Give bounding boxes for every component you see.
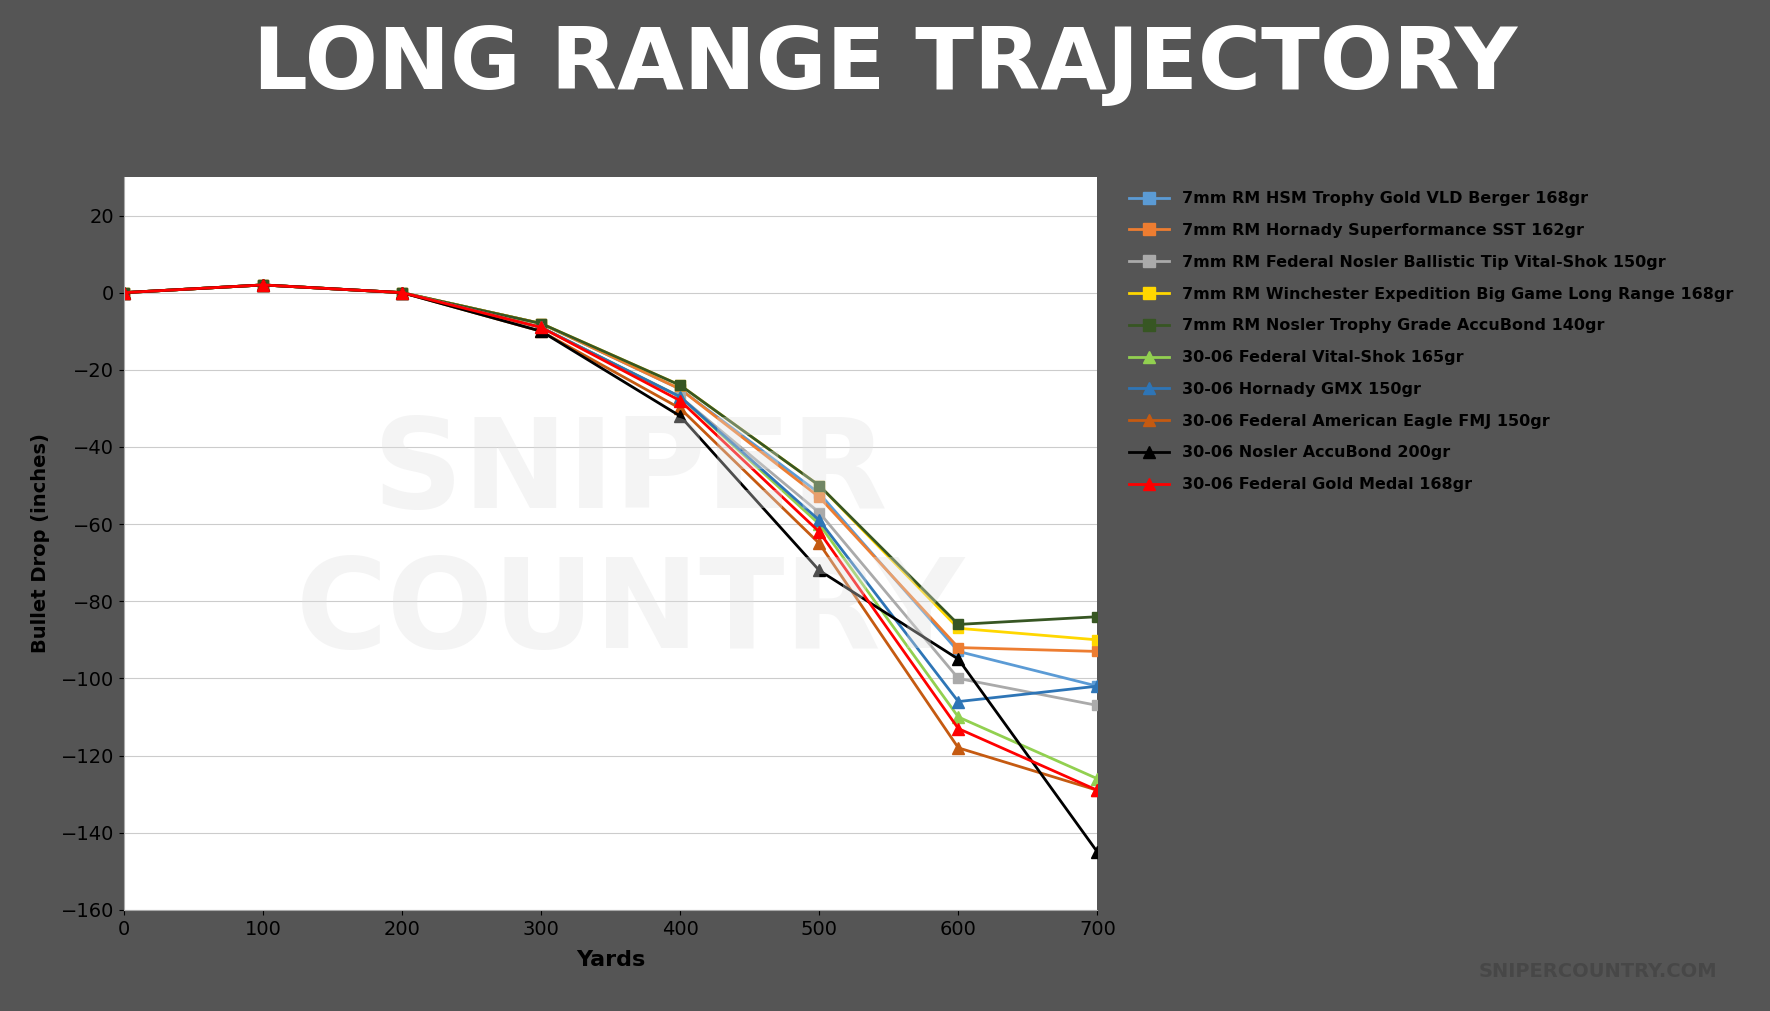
7mm RM Hornady Superformance SST 162gr [391, 286, 412, 298]
7mm RM Hornady Superformance SST 162gr [531, 317, 552, 330]
30-06 Hornady GMX 150gr [253, 279, 274, 291]
30-06 Federal Gold Medal 168gr [391, 286, 412, 298]
7mm RM Federal Nosler Ballistic Tip Vital-Shok 150gr [253, 279, 274, 291]
7mm RM Federal Nosler Ballistic Tip Vital-Shok 150gr [391, 286, 412, 298]
30-06 Hornady GMX 150gr [531, 321, 552, 334]
Text: SNIPER
COUNTRY: SNIPER COUNTRY [296, 412, 965, 674]
7mm RM Winchester Expedition Big Game Long Range 168gr [809, 479, 830, 491]
30-06 Federal American Eagle FMJ 150gr [947, 742, 968, 754]
30-06 Federal American Eagle FMJ 150gr [809, 538, 830, 550]
30-06 Nosler AccuBond 200gr [391, 286, 412, 298]
Line: 30-06 Nosler AccuBond 200gr: 30-06 Nosler AccuBond 200gr [119, 279, 1103, 857]
30-06 Federal Vital-Shok 165gr [669, 391, 690, 403]
X-axis label: Yards: Yards [575, 949, 646, 970]
7mm RM Federal Nosler Ballistic Tip Vital-Shok 150gr [669, 391, 690, 403]
7mm RM HSM Trophy Gold VLD Berger 168gr [531, 317, 552, 330]
Line: 7mm RM Federal Nosler Ballistic Tip Vital-Shok 150gr: 7mm RM Federal Nosler Ballistic Tip Vita… [119, 280, 1103, 711]
7mm RM Winchester Expedition Big Game Long Range 168gr [391, 286, 412, 298]
Line: 7mm RM Hornady Superformance SST 162gr: 7mm RM Hornady Superformance SST 162gr [119, 280, 1103, 656]
7mm RM Winchester Expedition Big Game Long Range 168gr [253, 279, 274, 291]
7mm RM Hornady Superformance SST 162gr [669, 383, 690, 395]
7mm RM Winchester Expedition Big Game Long Range 168gr [1087, 634, 1108, 646]
7mm RM HSM Trophy Gold VLD Berger 168gr [1087, 680, 1108, 693]
30-06 Federal American Eagle FMJ 150gr [391, 286, 412, 298]
30-06 Hornady GMX 150gr [113, 286, 135, 298]
Legend: 7mm RM HSM Trophy Gold VLD Berger 168gr, 7mm RM Hornady Superformance SST 162gr,: 7mm RM HSM Trophy Gold VLD Berger 168gr,… [1124, 185, 1740, 498]
7mm RM Nosler Trophy Grade AccuBond 140gr [809, 479, 830, 491]
Line: 30-06 Federal Gold Medal 168gr: 30-06 Federal Gold Medal 168gr [119, 279, 1103, 796]
7mm RM Nosler Trophy Grade AccuBond 140gr [391, 286, 412, 298]
30-06 Federal Vital-Shok 165gr [391, 286, 412, 298]
30-06 Federal Vital-Shok 165gr [1087, 772, 1108, 785]
Line: 30-06 Federal American Eagle FMJ 150gr: 30-06 Federal American Eagle FMJ 150gr [119, 279, 1103, 796]
Line: 30-06 Hornady GMX 150gr: 30-06 Hornady GMX 150gr [119, 279, 1103, 707]
Line: 7mm RM Nosler Trophy Grade AccuBond 140gr: 7mm RM Nosler Trophy Grade AccuBond 140g… [119, 280, 1103, 629]
30-06 Federal Gold Medal 168gr [113, 286, 135, 298]
30-06 Federal Gold Medal 168gr [253, 279, 274, 291]
30-06 Hornady GMX 150gr [669, 391, 690, 403]
7mm RM HSM Trophy Gold VLD Berger 168gr [669, 383, 690, 395]
30-06 Hornady GMX 150gr [1087, 680, 1108, 693]
Line: 30-06 Federal Vital-Shok 165gr: 30-06 Federal Vital-Shok 165gr [119, 279, 1103, 785]
7mm RM HSM Trophy Gold VLD Berger 168gr [113, 286, 135, 298]
30-06 Nosler AccuBond 200gr [531, 326, 552, 338]
30-06 Nosler AccuBond 200gr [947, 653, 968, 665]
7mm RM Winchester Expedition Big Game Long Range 168gr [113, 286, 135, 298]
7mm RM Nosler Trophy Grade AccuBond 140gr [1087, 611, 1108, 623]
30-06 Nosler AccuBond 200gr [113, 286, 135, 298]
7mm RM Hornady Superformance SST 162gr [253, 279, 274, 291]
30-06 Federal American Eagle FMJ 150gr [531, 326, 552, 338]
Text: SNIPERCOUNTRY.COM: SNIPERCOUNTRY.COM [1478, 961, 1717, 981]
30-06 Federal Vital-Shok 165gr [113, 286, 135, 298]
7mm RM Nosler Trophy Grade AccuBond 140gr [253, 279, 274, 291]
30-06 Federal Vital-Shok 165gr [253, 279, 274, 291]
30-06 Nosler AccuBond 200gr [253, 279, 274, 291]
30-06 Federal American Eagle FMJ 150gr [1087, 785, 1108, 797]
30-06 Federal American Eagle FMJ 150gr [113, 286, 135, 298]
30-06 Federal Gold Medal 168gr [1087, 785, 1108, 797]
7mm RM Federal Nosler Ballistic Tip Vital-Shok 150gr [531, 321, 552, 334]
7mm RM Hornady Superformance SST 162gr [947, 642, 968, 654]
Y-axis label: Bullet Drop (inches): Bullet Drop (inches) [30, 434, 50, 653]
Text: LONG RANGE TRAJECTORY: LONG RANGE TRAJECTORY [253, 24, 1517, 107]
7mm RM Hornady Superformance SST 162gr [113, 286, 135, 298]
30-06 Federal Gold Medal 168gr [669, 394, 690, 406]
Line: 7mm RM HSM Trophy Gold VLD Berger 168gr: 7mm RM HSM Trophy Gold VLD Berger 168gr [119, 280, 1103, 691]
Line: 7mm RM Winchester Expedition Big Game Long Range 168gr: 7mm RM Winchester Expedition Big Game Lo… [119, 280, 1103, 645]
7mm RM Nosler Trophy Grade AccuBond 140gr [531, 317, 552, 330]
7mm RM HSM Trophy Gold VLD Berger 168gr [947, 645, 968, 657]
7mm RM HSM Trophy Gold VLD Berger 168gr [253, 279, 274, 291]
30-06 Federal Vital-Shok 165gr [531, 321, 552, 334]
7mm RM Winchester Expedition Big Game Long Range 168gr [947, 622, 968, 634]
7mm RM Nosler Trophy Grade AccuBond 140gr [113, 286, 135, 298]
7mm RM Nosler Trophy Grade AccuBond 140gr [669, 379, 690, 391]
30-06 Federal Gold Medal 168gr [809, 526, 830, 538]
7mm RM Winchester Expedition Big Game Long Range 168gr [669, 379, 690, 391]
7mm RM Federal Nosler Ballistic Tip Vital-Shok 150gr [1087, 700, 1108, 712]
30-06 Hornady GMX 150gr [809, 515, 830, 527]
30-06 Nosler AccuBond 200gr [1087, 846, 1108, 858]
30-06 Hornady GMX 150gr [391, 286, 412, 298]
7mm RM Nosler Trophy Grade AccuBond 140gr [947, 619, 968, 631]
30-06 Federal Gold Medal 168gr [531, 321, 552, 334]
7mm RM Hornady Superformance SST 162gr [809, 491, 830, 503]
7mm RM Hornady Superformance SST 162gr [1087, 645, 1108, 657]
30-06 Hornady GMX 150gr [947, 696, 968, 708]
30-06 Nosler AccuBond 200gr [669, 410, 690, 423]
30-06 Federal Vital-Shok 165gr [947, 711, 968, 723]
7mm RM HSM Trophy Gold VLD Berger 168gr [809, 487, 830, 499]
7mm RM Winchester Expedition Big Game Long Range 168gr [531, 317, 552, 330]
7mm RM Federal Nosler Ballistic Tip Vital-Shok 150gr [809, 507, 830, 519]
30-06 Nosler AccuBond 200gr [809, 564, 830, 576]
7mm RM Federal Nosler Ballistic Tip Vital-Shok 150gr [113, 286, 135, 298]
7mm RM Federal Nosler Ballistic Tip Vital-Shok 150gr [947, 672, 968, 684]
30-06 Federal American Eagle FMJ 150gr [253, 279, 274, 291]
7mm RM HSM Trophy Gold VLD Berger 168gr [391, 286, 412, 298]
30-06 Federal Gold Medal 168gr [947, 723, 968, 735]
30-06 Federal Vital-Shok 165gr [809, 518, 830, 530]
30-06 Federal American Eagle FMJ 150gr [669, 402, 690, 415]
